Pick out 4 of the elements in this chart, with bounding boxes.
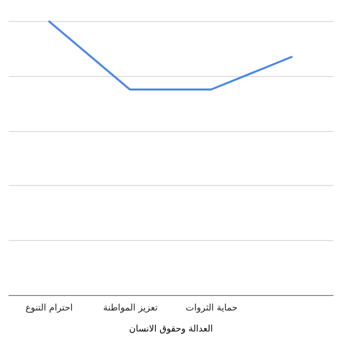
x-tick-label: احترام التنوع (25, 304, 73, 314)
x-tick-label: تعزيز المواطنة (103, 304, 158, 314)
x-axis-title: العدالة وحقوق الانسان (129, 324, 213, 334)
x-tick-label: حماية الثروات (186, 304, 238, 314)
